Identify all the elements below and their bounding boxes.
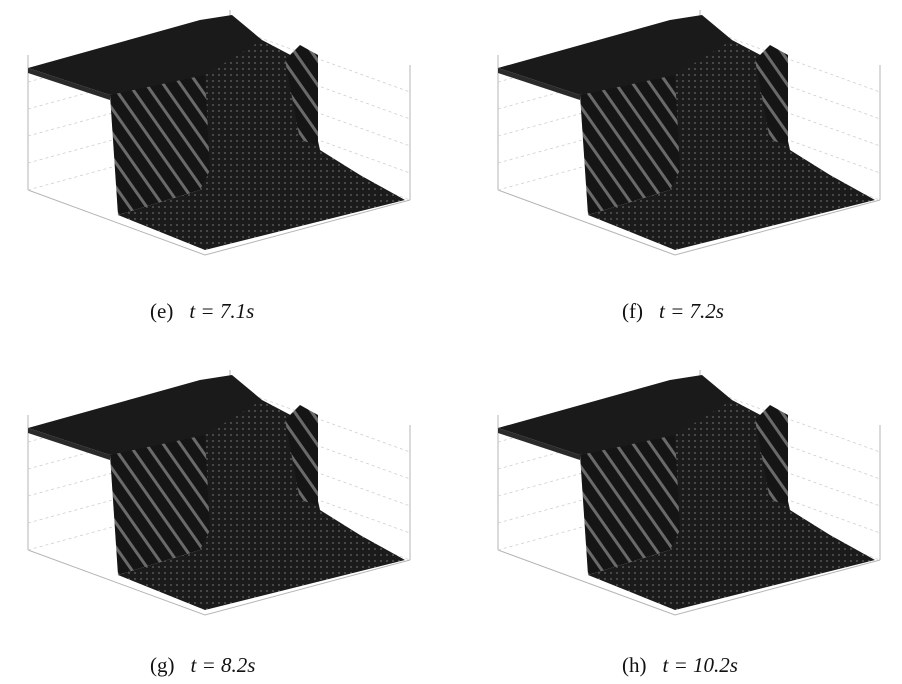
- panel-caption: t = 7.2s: [659, 299, 724, 323]
- panel-label: (e): [150, 299, 173, 323]
- panel-label: (f): [622, 299, 643, 323]
- caption: (h) t = 10.2s: [622, 653, 738, 677]
- caption: (f) t = 7.2s: [622, 299, 724, 323]
- panel-h: [498, 370, 880, 615]
- panel-caption: t = 8.2s: [191, 653, 256, 677]
- panel-e: [28, 10, 410, 255]
- caption: (e) t = 7.1s: [150, 299, 254, 323]
- panel-label: (g): [150, 653, 175, 677]
- panel-label: (h): [622, 653, 647, 677]
- panel-caption: t = 10.2s: [663, 653, 738, 677]
- figure: (e) t = 7.1s (f) t = 7.2s (g) t = 8.2s (h) t…: [0, 0, 902, 684]
- panel-g: [28, 370, 410, 615]
- panel-f: [498, 10, 880, 255]
- panel-caption: t = 7.1s: [189, 299, 254, 323]
- caption: (g) t = 8.2s: [150, 653, 255, 677]
